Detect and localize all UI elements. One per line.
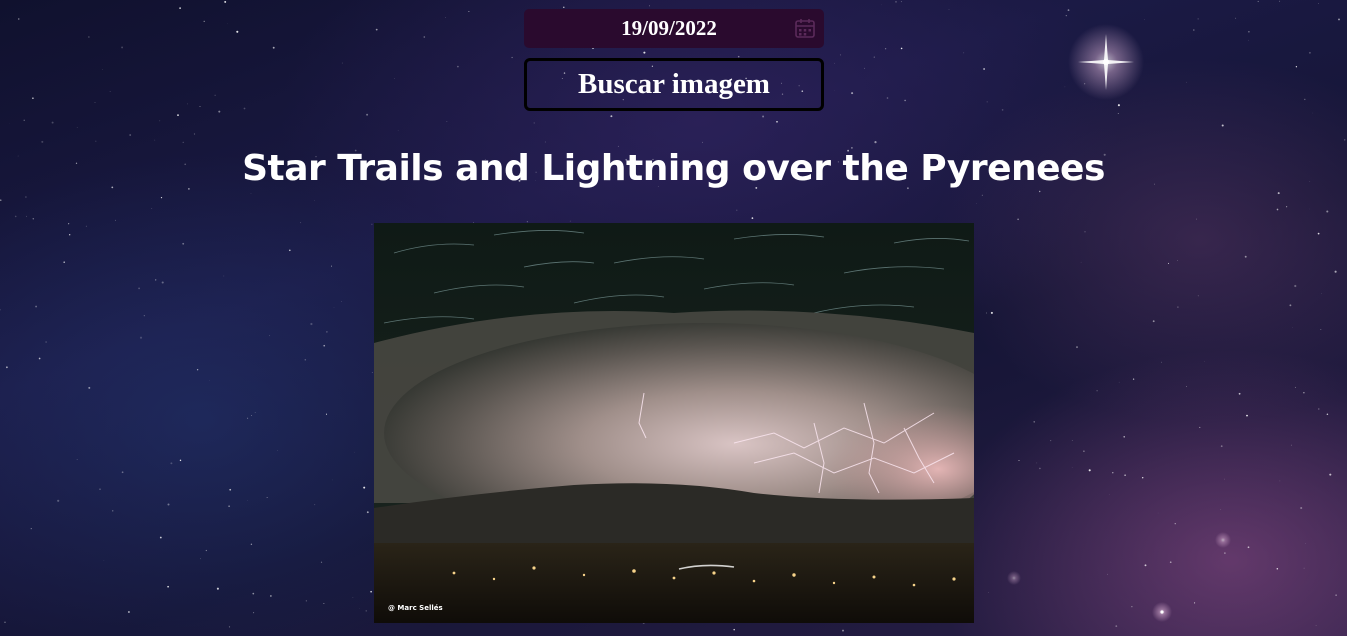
date-value: 19/09/2022 — [621, 16, 717, 41]
page-title: Star Trails and Lightning over the Pyren… — [0, 148, 1347, 189]
search-image-button[interactable]: Buscar imagem — [524, 58, 824, 111]
apod-image — [374, 223, 974, 623]
calendar-icon[interactable] — [794, 17, 816, 39]
date-input[interactable]: 19/09/2022 — [524, 9, 824, 48]
photo-credit: @ Marc Sellés — [388, 604, 443, 612]
